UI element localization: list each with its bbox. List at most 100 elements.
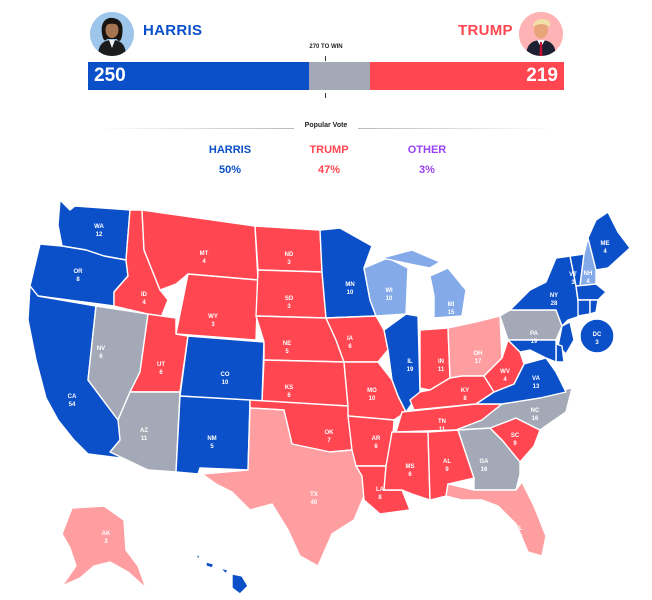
state-label-NC: NC bbox=[531, 408, 540, 414]
state-ev-NC: 16 bbox=[532, 416, 539, 422]
state-TX[interactable] bbox=[201, 407, 365, 567]
state-ev-KS: 6 bbox=[287, 393, 291, 399]
trump-popular-label: TRUMP bbox=[309, 144, 349, 156]
state-label-OK: OK bbox=[325, 430, 335, 436]
state-label-MO: MO bbox=[367, 388, 377, 394]
state-ev-NY: 28 bbox=[551, 301, 558, 307]
state-label-VT: VT bbox=[569, 272, 577, 278]
state-ev-VT: 3 bbox=[571, 280, 575, 286]
state-ev-MT: 4 bbox=[202, 259, 206, 265]
state-HI[interactable] bbox=[195, 553, 249, 595]
state-label-CA: CA bbox=[68, 394, 77, 400]
state-label-WV: WV bbox=[500, 369, 510, 375]
state-ev-IA: 6 bbox=[348, 344, 352, 350]
state-DC[interactable] bbox=[579, 318, 615, 354]
state-label-KY: KY bbox=[461, 388, 469, 394]
state-ev-KY: 8 bbox=[463, 396, 467, 402]
state-label-SC: SC bbox=[511, 433, 520, 439]
state-label-SD: SD bbox=[285, 296, 294, 302]
state-AK[interactable] bbox=[61, 505, 147, 589]
harris-popular-pct: 50% bbox=[218, 164, 242, 176]
state-SD[interactable] bbox=[255, 269, 327, 319]
state-ev-PA: 19 bbox=[531, 339, 538, 345]
state-ev-MS: 6 bbox=[408, 472, 412, 478]
state-label-NY: NY bbox=[550, 293, 558, 299]
state-ME[interactable] bbox=[587, 211, 631, 271]
state-ev-WV: 4 bbox=[503, 377, 507, 383]
win-threshold-tick-bottom bbox=[325, 93, 326, 98]
state-label-KS: KS bbox=[285, 385, 293, 391]
state-label-DC: DC bbox=[593, 332, 602, 338]
state-FL[interactable] bbox=[445, 481, 547, 557]
state-label-TN: TN bbox=[438, 419, 446, 425]
harris-portrait-icon bbox=[90, 12, 134, 56]
state-label-IL: IL bbox=[407, 359, 413, 365]
state-label-OH: OH bbox=[474, 351, 483, 357]
trump-portrait-icon bbox=[519, 12, 563, 56]
state-WV[interactable] bbox=[483, 339, 525, 393]
state-ev-ND: 3 bbox=[287, 260, 291, 266]
state-RI[interactable] bbox=[589, 299, 599, 315]
state-CO[interactable] bbox=[179, 335, 265, 403]
state-CT[interactable] bbox=[577, 299, 591, 317]
state-label-NE: NE bbox=[283, 341, 291, 347]
state-ev-IL: 19 bbox=[407, 367, 414, 373]
tossup-electoral-bar bbox=[309, 62, 370, 90]
other-popular-label: OTHER bbox=[407, 144, 447, 156]
state-label-ME: ME bbox=[601, 241, 610, 247]
state-label-AK: AK bbox=[102, 531, 111, 537]
state-label-AZ: AZ bbox=[140, 428, 148, 434]
state-NH[interactable] bbox=[579, 237, 597, 287]
trump-name: TRUMP bbox=[458, 22, 513, 39]
harris-electoral-count: 250 bbox=[94, 65, 126, 86]
state-ev-FL: 30 bbox=[516, 534, 523, 540]
state-ev-SD: 3 bbox=[287, 304, 291, 310]
trump-electoral-count: 219 bbox=[526, 65, 558, 86]
state-label-MN: MN bbox=[345, 282, 354, 288]
state-label-UT: UT bbox=[157, 362, 165, 368]
harris-popular-label: HARRIS bbox=[208, 144, 252, 156]
state-ev-IN: 11 bbox=[438, 367, 445, 373]
trump-avatar bbox=[519, 12, 563, 56]
other-popular-pct: 3% bbox=[419, 164, 435, 176]
state-label-WA: WA bbox=[94, 224, 104, 230]
win-threshold-label: 270 TO WIN bbox=[309, 44, 343, 50]
state-WY[interactable] bbox=[175, 273, 259, 341]
state-label-TX: TX bbox=[310, 492, 318, 498]
popular-vote-rule-left bbox=[98, 128, 294, 129]
state-MA[interactable] bbox=[575, 283, 607, 301]
state-label-VA: VA bbox=[532, 376, 541, 382]
state-label-MI: MI bbox=[448, 302, 455, 308]
harris-name: HARRIS bbox=[143, 22, 203, 39]
state-label-MT: MT bbox=[200, 251, 209, 257]
state-ev-GA: 16 bbox=[481, 467, 488, 473]
state-label-NV: NV bbox=[97, 346, 105, 352]
state-ev-VA: 13 bbox=[533, 384, 540, 390]
popular-vote-rule-right bbox=[358, 128, 554, 129]
state-NM[interactable] bbox=[175, 395, 251, 475]
trump-popular-pct: 47% bbox=[317, 164, 341, 176]
state-ev-CO: 10 bbox=[222, 380, 229, 386]
state-ev-TN: 11 bbox=[439, 427, 446, 433]
state-ev-MN: 10 bbox=[347, 290, 354, 296]
state-ev-OK: 7 bbox=[327, 438, 331, 444]
state-ev-CA: 54 bbox=[69, 402, 76, 408]
state-label-IA: IA bbox=[347, 336, 354, 342]
state-MI[interactable] bbox=[381, 249, 467, 319]
state-ev-ID: 4 bbox=[142, 300, 146, 306]
state-label-CO: CO bbox=[221, 372, 230, 378]
state-ev-OR: 8 bbox=[76, 277, 80, 283]
state-label-ID: ID bbox=[141, 292, 148, 298]
state-label-PA: PA bbox=[530, 331, 539, 337]
state-ev-TX: 40 bbox=[311, 500, 318, 506]
harris-electoral-bar bbox=[88, 62, 309, 90]
state-label-NH: NH bbox=[584, 271, 593, 277]
state-MD[interactable] bbox=[507, 339, 557, 363]
state-ev-MI: 15 bbox=[448, 310, 455, 316]
state-IA[interactable] bbox=[325, 315, 389, 363]
state-ev-AL: 9 bbox=[445, 467, 449, 473]
state-KS[interactable] bbox=[261, 359, 349, 407]
state-ev-NH: 4 bbox=[586, 279, 590, 285]
state-label-MS: MS bbox=[406, 464, 415, 470]
